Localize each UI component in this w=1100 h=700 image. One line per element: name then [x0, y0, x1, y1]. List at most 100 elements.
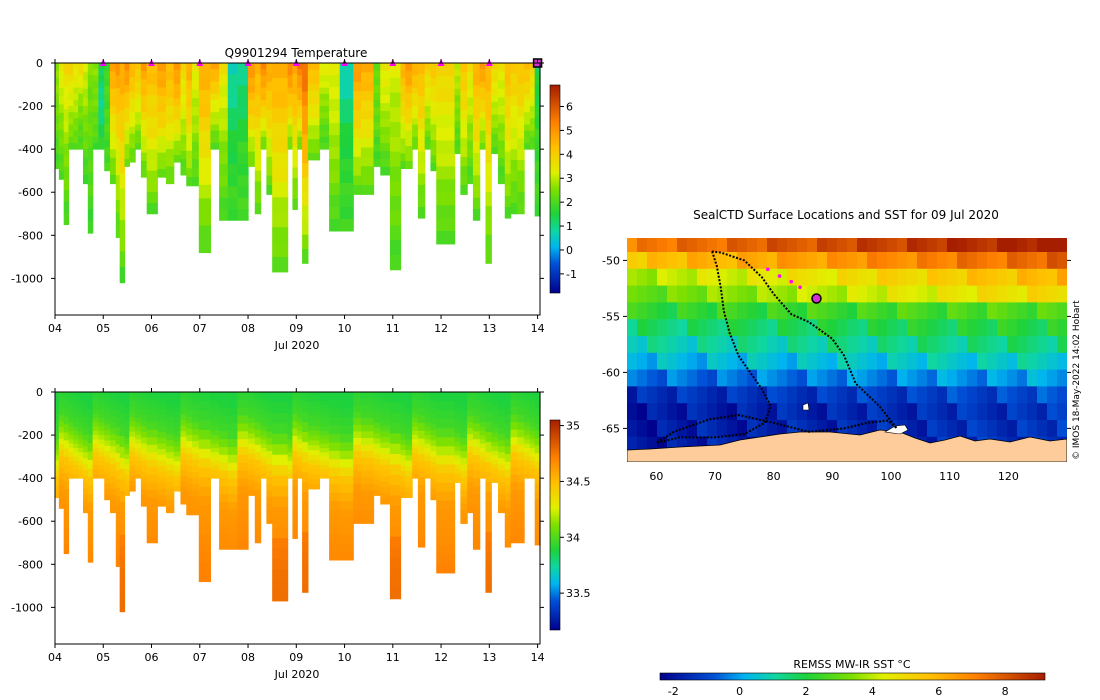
salinity-cell	[180, 481, 187, 488]
salinity-cell	[307, 464, 321, 471]
salinity-cell	[297, 413, 303, 419]
salinity-cell	[424, 469, 432, 475]
salinity-cell	[360, 510, 375, 518]
salinity-cell	[491, 401, 499, 407]
salinity-cell	[68, 422, 74, 427]
temperature-cell	[400, 153, 406, 162]
salinity-cell	[400, 402, 406, 409]
salinity-cell	[472, 533, 481, 542]
temperature-cell	[104, 101, 111, 110]
salinity-cell	[339, 543, 354, 553]
x-tick-label: 12	[434, 651, 448, 664]
temperature-cell	[115, 112, 121, 126]
sst-cell	[917, 336, 928, 354]
salinity-cell	[485, 512, 492, 523]
salinity-cell	[472, 470, 481, 479]
temperature-cell	[68, 81, 74, 89]
salinity-cell	[115, 392, 121, 402]
temperature-cell	[173, 70, 182, 78]
salinity-cell	[405, 481, 413, 488]
salinity-cell	[135, 426, 142, 432]
salinity-cell	[266, 503, 273, 511]
sst-cell	[767, 403, 778, 421]
temperature-cell	[485, 206, 492, 221]
sst-cell	[847, 403, 858, 421]
longitude-label: 70	[708, 470, 722, 483]
salinity-cell	[124, 443, 130, 450]
sst-cell	[1017, 336, 1028, 354]
salinity-cell	[124, 464, 130, 471]
temperature-cell	[78, 118, 84, 126]
salinity-cell	[248, 459, 256, 465]
colorbar-tick-label: 5	[566, 124, 573, 137]
sst-cell	[767, 285, 778, 303]
salinity-cell	[78, 460, 84, 466]
sst-cell	[717, 336, 728, 354]
temperature-cell	[405, 138, 413, 147]
salinity-cell	[405, 413, 413, 419]
salinity-cell	[412, 404, 419, 410]
temperature-cell	[82, 63, 89, 73]
salinity-cell	[157, 489, 167, 496]
salinity-cell	[140, 414, 148, 422]
sst-cell	[857, 268, 868, 287]
temperature-cell	[248, 92, 256, 101]
salinity-cell	[360, 398, 375, 406]
salinity-cell	[287, 409, 294, 415]
temperature-cell	[353, 72, 362, 83]
salinity-cell	[82, 422, 89, 429]
salinity-cell	[467, 392, 474, 399]
sst-cell	[717, 319, 728, 337]
temperature-cell	[360, 175, 375, 186]
salinity-cell	[517, 505, 525, 514]
temperature-cell	[248, 151, 256, 160]
temperature-cell	[73, 136, 79, 144]
salinity-cell	[389, 412, 402, 424]
sst-cell	[827, 252, 838, 270]
temperature-cell	[467, 131, 474, 142]
sst-cell	[1017, 252, 1028, 270]
temperature-cell	[173, 63, 182, 71]
salinity-cell	[146, 452, 158, 461]
temperature-cell	[353, 81, 362, 92]
salinity-cell	[210, 400, 220, 406]
salinity-cell	[504, 392, 512, 401]
sst-cell	[687, 386, 698, 404]
salinity-cell	[129, 486, 136, 492]
salinity-cell	[460, 457, 468, 465]
temperature-cell	[266, 119, 273, 130]
sst-cell	[697, 420, 708, 438]
temperature-cell	[180, 71, 187, 80]
recent-position	[798, 285, 802, 290]
temperature-cell	[135, 124, 142, 132]
salinity-cell	[307, 455, 321, 461]
temperature-cell	[227, 130, 239, 143]
temperature-cell	[424, 143, 432, 150]
salinity-cell	[63, 537, 70, 546]
salinity-cell	[534, 414, 541, 424]
temperature-cell	[63, 143, 70, 156]
sst-cell	[667, 352, 678, 371]
sst-cell	[967, 403, 978, 421]
sst-cell	[1057, 238, 1067, 253]
temperature-cell	[140, 111, 148, 121]
temperature-cell	[467, 97, 474, 107]
temperature-cell	[467, 140, 474, 150]
salinity-cell	[491, 392, 499, 398]
salinity-cell	[63, 521, 70, 530]
sst-cell	[757, 285, 768, 303]
temperature-cell	[73, 69, 79, 76]
sst-cell	[637, 319, 648, 337]
salinity-cell	[237, 447, 249, 456]
salinity-cell	[115, 435, 121, 445]
temperature-cell	[198, 171, 211, 186]
salinity-cell	[292, 457, 298, 466]
temperature-cell	[287, 106, 294, 113]
sst-cell	[677, 319, 688, 337]
salinity-cell	[424, 448, 432, 453]
sst-cell	[1037, 268, 1048, 287]
sst-cell	[757, 252, 768, 270]
temperature-cell	[173, 133, 182, 142]
sst-cell	[927, 268, 938, 287]
temperature-cell	[339, 63, 354, 76]
